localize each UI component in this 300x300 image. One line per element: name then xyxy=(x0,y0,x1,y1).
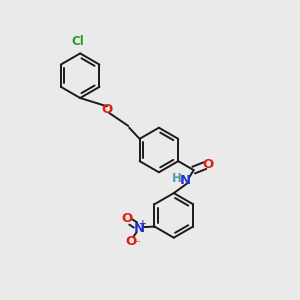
Text: +: + xyxy=(139,219,147,228)
Text: N: N xyxy=(134,221,145,235)
Text: H: H xyxy=(172,172,182,185)
Text: O: O xyxy=(122,212,133,225)
Text: N: N xyxy=(180,174,191,187)
Text: O: O xyxy=(125,235,136,248)
Text: ⁻: ⁻ xyxy=(134,239,140,249)
Text: O: O xyxy=(202,158,214,171)
Text: Cl: Cl xyxy=(71,35,84,48)
Text: O: O xyxy=(101,103,112,116)
